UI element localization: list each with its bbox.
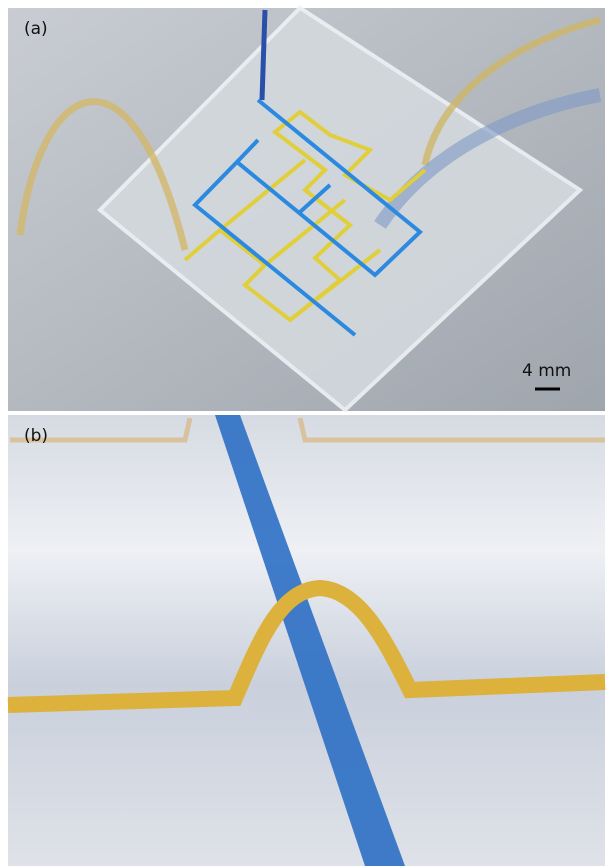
panel-label: (b) [24, 426, 48, 446]
scale-label: 4 mm [522, 361, 571, 381]
yellow-channel [10, 417, 605, 443]
panel-a: (a) 4 mm [8, 5, 605, 413]
blue-channels [192, 98, 424, 337]
tube [421, 16, 601, 166]
panel-label: (a) [24, 19, 48, 39]
tube [16, 98, 189, 251]
tube [259, 9, 268, 101]
yellow-channel-arch [7, 579, 606, 713]
blue-channel [215, 415, 405, 866]
yellow-channels [183, 109, 427, 323]
glass-plate [97, 5, 584, 413]
tube [374, 88, 602, 229]
panel-b: (b) [7, 415, 606, 866]
